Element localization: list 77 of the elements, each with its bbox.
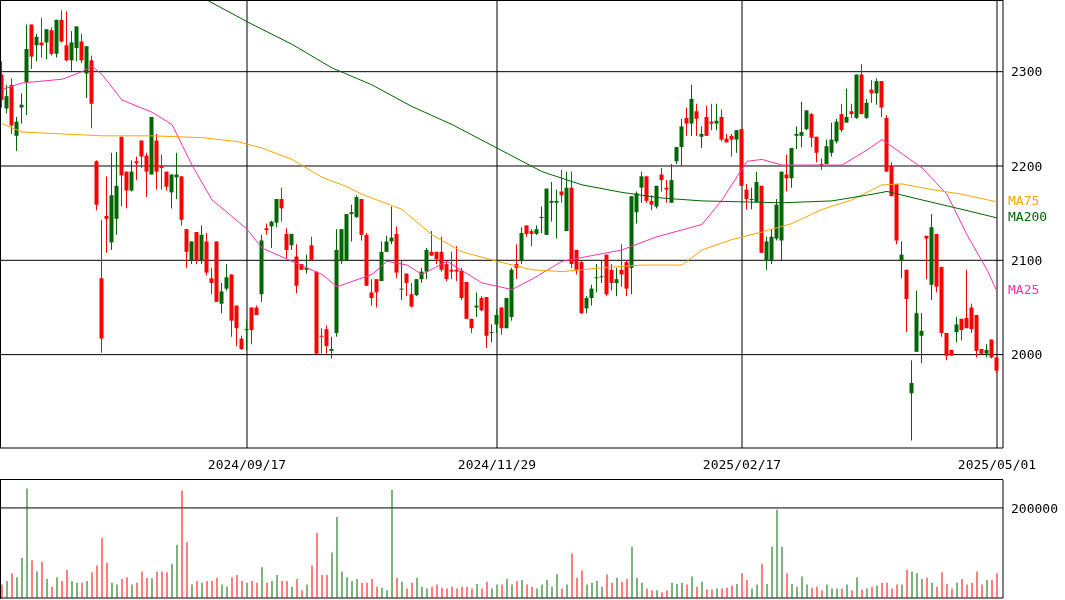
candlestick: [679, 118, 684, 167]
candlestick: [399, 259, 404, 301]
candlestick: [924, 235, 929, 280]
candlestick: [219, 282, 224, 314]
candlestick: [494, 308, 499, 334]
candlestick: [594, 263, 599, 293]
candlestick: [864, 98, 869, 120]
y-tick-label: 2200: [1011, 158, 1043, 174]
candlestick: [184, 228, 189, 269]
candlestick: [599, 259, 604, 284]
x-tick-label: 2024/09/17: [207, 457, 287, 473]
x-tick-label: 2025/02/17: [702, 457, 782, 473]
candlestick: [324, 324, 329, 355]
candlestick: [954, 316, 959, 343]
candlestick: [754, 171, 759, 204]
candlestick: [874, 77, 879, 106]
candlestick: [409, 282, 414, 308]
series-label: MA75: [1008, 192, 1040, 209]
candlestick: [684, 107, 689, 137]
candlestick: [79, 33, 84, 64]
candlestick: [424, 247, 429, 280]
candlestick: [369, 278, 374, 307]
candlestick: [4, 84, 9, 114]
candlestick: [39, 17, 44, 59]
candlestick: [804, 109, 809, 131]
candlestick: [664, 179, 669, 204]
candlestick: [489, 323, 494, 343]
candlestick: [284, 227, 289, 259]
y-tick-label: 200000: [1011, 500, 1058, 516]
candlestick: [839, 103, 844, 133]
candlestick: [659, 167, 664, 192]
candlestick: [844, 88, 849, 124]
line-series: [1, 65, 998, 292]
candlestick: [274, 198, 279, 228]
candlestick: [44, 28, 49, 60]
candlestick: [374, 278, 379, 308]
candlestick: [734, 129, 739, 154]
candlestick: [499, 306, 504, 336]
series-label: MA200: [1008, 208, 1048, 225]
candlestick: [34, 33, 39, 62]
candlestick: [919, 312, 924, 364]
y-tick-label: 2000: [1011, 347, 1043, 363]
candlestick: [639, 171, 644, 204]
candlestick: [174, 152, 179, 200]
candlestick: [19, 92, 24, 125]
x-tick-label: 2025/05/01: [957, 457, 1037, 473]
x-tick-label: 2024/11/29: [457, 457, 537, 473]
candlestick: [64, 10, 69, 62]
candlestick: [669, 163, 674, 204]
candlestick: [559, 169, 564, 204]
candlestick: [694, 103, 699, 137]
candlestick: [729, 133, 734, 158]
candlestick: [329, 336, 334, 359]
candlestick: [699, 125, 704, 149]
candlestick: [909, 359, 914, 441]
candlestick: [554, 189, 559, 240]
candlestick: [134, 156, 139, 181]
candlestick: [744, 183, 749, 210]
candlestick: [354, 194, 359, 219]
y-tick-label: 2100: [1011, 252, 1043, 268]
candlestick: [279, 187, 284, 223]
candlestick: [129, 159, 134, 192]
candlestick: [589, 284, 594, 307]
series-label: MA25: [1008, 282, 1040, 299]
y-tick-label: 2300: [1011, 64, 1043, 80]
candlestick: [714, 103, 719, 131]
candlestick: [104, 175, 109, 254]
candlestick: [189, 240, 194, 265]
candlestick: [784, 154, 789, 192]
candlestick: [49, 26, 54, 57]
candlestick: [244, 320, 249, 351]
candlestick: [614, 267, 619, 297]
candlestick: [74, 25, 79, 62]
candlestick: [59, 9, 64, 43]
candlestick: [224, 263, 229, 291]
candlestick: [799, 101, 804, 148]
line-series: [1, 123, 998, 273]
